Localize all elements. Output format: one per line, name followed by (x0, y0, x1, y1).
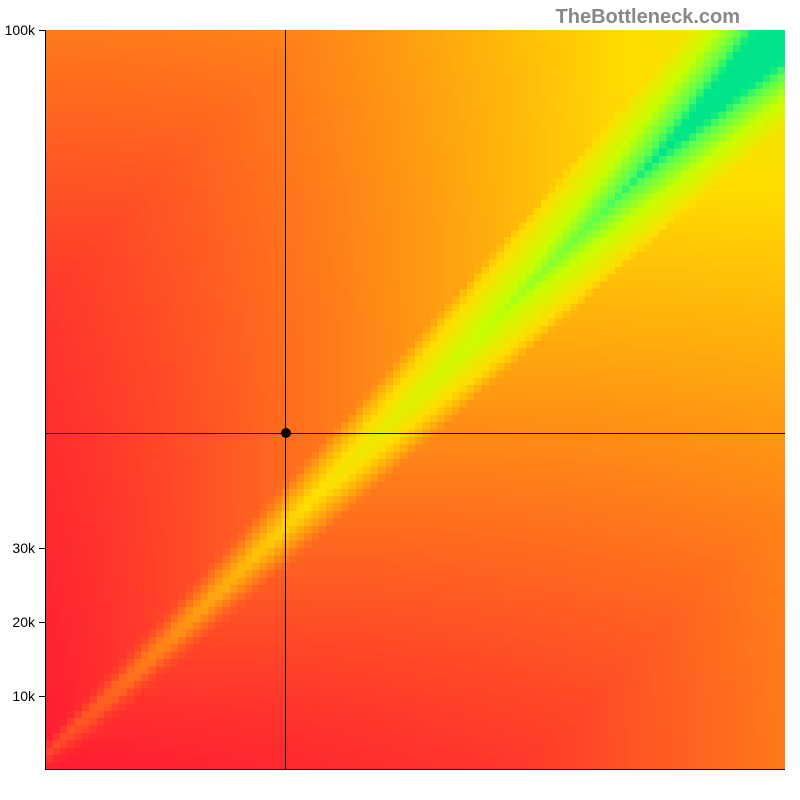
crosshair-horizontal (45, 433, 785, 434)
y-tick (39, 622, 45, 623)
crosshair-point (281, 428, 291, 438)
watermark-text: TheBottleneck.com (556, 6, 740, 29)
y-tick-label: 20k (12, 614, 35, 630)
x-axis-line (45, 769, 785, 770)
y-tick (39, 548, 45, 549)
chart-plot-area: 10k20k30k100k (45, 30, 785, 770)
y-tick-label: 10k (12, 688, 35, 704)
y-tick (39, 30, 45, 31)
y-tick (39, 696, 45, 697)
y-tick-label: 30k (12, 540, 35, 556)
crosshair-vertical (285, 30, 286, 770)
y-tick-label: 100k (5, 22, 35, 38)
heatmap-canvas (45, 30, 785, 770)
y-axis-line (45, 30, 46, 770)
